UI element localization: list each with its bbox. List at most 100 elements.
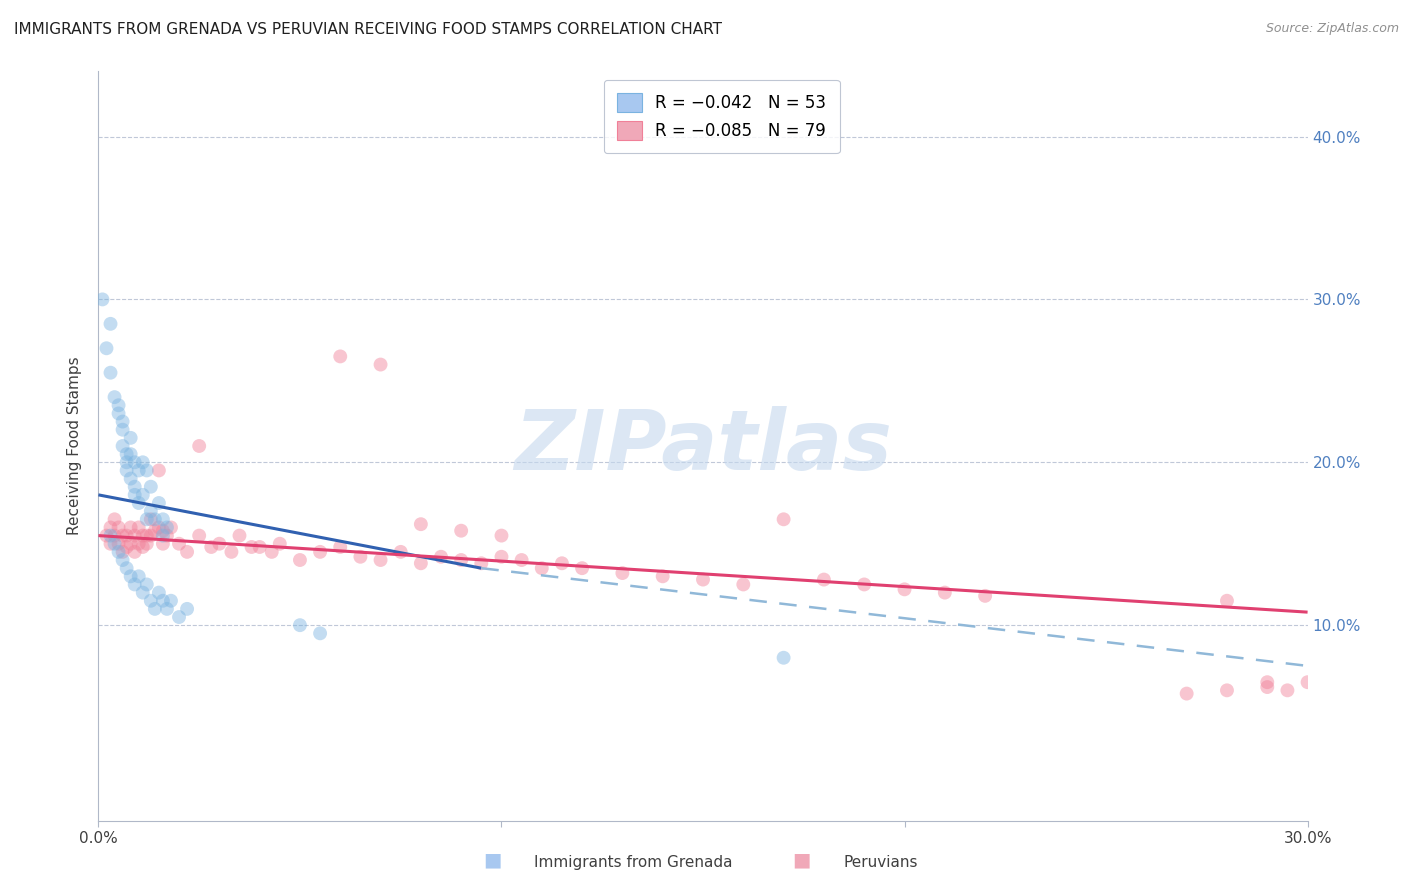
Point: [269, 537, 291, 551]
Point: [107, 537, 129, 551]
Point: [551, 556, 574, 570]
Point: [96, 341, 118, 355]
Point: [510, 553, 533, 567]
Point: [120, 431, 142, 445]
Point: [107, 520, 129, 534]
Point: [188, 528, 211, 542]
Text: IMMIGRANTS FROM GRENADA VS PERUVIAN RECEIVING FOOD STAMPS CORRELATION CHART: IMMIGRANTS FROM GRENADA VS PERUVIAN RECE…: [14, 22, 723, 37]
Point: [120, 537, 142, 551]
Point: [309, 626, 332, 640]
Point: [124, 528, 146, 542]
Point: [103, 390, 125, 404]
Point: [813, 573, 835, 587]
Point: [111, 415, 134, 429]
Point: [135, 537, 157, 551]
Y-axis label: Receiving Food Stamps: Receiving Food Stamps: [67, 357, 83, 535]
Point: [1216, 593, 1239, 607]
Point: [148, 496, 170, 510]
Point: [115, 463, 138, 477]
Point: [309, 545, 332, 559]
Point: [128, 463, 150, 477]
Point: [288, 553, 311, 567]
Point: [409, 556, 432, 570]
Point: [772, 650, 794, 665]
Point: [370, 358, 392, 372]
Point: [491, 549, 513, 564]
Point: [132, 455, 155, 469]
Point: [120, 520, 142, 534]
Point: [156, 528, 179, 542]
Point: [228, 528, 250, 542]
Point: [115, 455, 138, 469]
Point: [111, 423, 134, 437]
Point: [103, 528, 125, 542]
Point: [143, 602, 166, 616]
Point: [240, 540, 263, 554]
Point: [115, 447, 138, 461]
Point: [152, 512, 174, 526]
Point: [128, 537, 150, 551]
Point: [124, 488, 146, 502]
Point: [1277, 683, 1299, 698]
Point: [100, 537, 122, 551]
Point: [1296, 675, 1319, 690]
Point: [1256, 675, 1278, 690]
Point: [143, 524, 166, 538]
Point: [111, 545, 134, 559]
Point: [135, 577, 157, 591]
Point: [139, 480, 162, 494]
Point: [651, 569, 673, 583]
Point: [249, 540, 271, 554]
Text: Source: ZipAtlas.com: Source: ZipAtlas.com: [1265, 22, 1399, 36]
Point: [156, 520, 179, 534]
Point: [571, 561, 593, 575]
Point: [139, 512, 162, 526]
Point: [135, 512, 157, 526]
Point: [409, 517, 432, 532]
Point: [124, 480, 146, 494]
Point: [772, 512, 794, 526]
Point: [135, 463, 157, 477]
Point: [135, 528, 157, 542]
Point: [120, 569, 142, 583]
Point: [139, 528, 162, 542]
Point: [1175, 687, 1198, 701]
Point: [139, 504, 162, 518]
Point: [176, 602, 198, 616]
Point: [200, 540, 222, 554]
Point: [139, 593, 162, 607]
Point: [132, 488, 155, 502]
Point: [107, 398, 129, 412]
Point: [100, 520, 122, 534]
Point: [152, 593, 174, 607]
Point: [100, 528, 122, 542]
Point: [120, 447, 142, 461]
Point: [128, 520, 150, 534]
Point: [100, 366, 122, 380]
Point: [124, 455, 146, 469]
Point: [167, 537, 190, 551]
Text: ■: ■: [792, 851, 811, 870]
Point: [260, 545, 283, 559]
Point: [893, 582, 915, 597]
Point: [115, 540, 138, 554]
Point: [111, 439, 134, 453]
Text: ■: ■: [482, 851, 502, 870]
Point: [148, 520, 170, 534]
Point: [96, 528, 118, 542]
Point: [612, 566, 634, 580]
Point: [389, 545, 412, 559]
Point: [107, 545, 129, 559]
Point: [148, 585, 170, 599]
Point: [152, 528, 174, 542]
Point: [115, 528, 138, 542]
Point: [111, 553, 134, 567]
Point: [974, 589, 997, 603]
Point: [132, 585, 155, 599]
Point: [124, 577, 146, 591]
Point: [111, 528, 134, 542]
Point: [124, 545, 146, 559]
Point: [160, 593, 183, 607]
Text: Peruvians: Peruvians: [844, 855, 918, 870]
Point: [160, 520, 183, 534]
